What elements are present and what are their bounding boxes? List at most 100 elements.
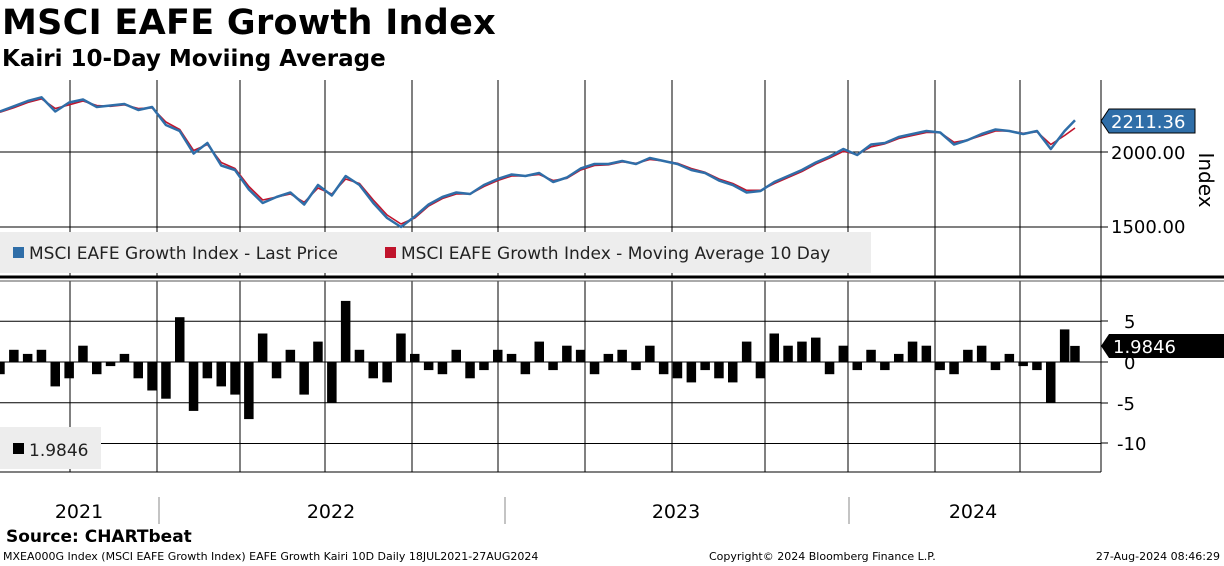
kairi-bar <box>631 362 641 371</box>
kairi-bar <box>78 345 88 362</box>
kairi-bar <box>520 362 531 375</box>
footer-copyright: Copyright© 2024 Bloomberg Finance L.P. <box>709 550 936 563</box>
y-axis-label: Index <box>1194 152 1218 207</box>
kairi-bar <box>714 362 724 379</box>
last-price-value: 2211.36 <box>1111 112 1185 133</box>
kairi-bar <box>658 362 669 375</box>
kairi-bar <box>755 362 766 379</box>
kairi-bar <box>672 362 683 379</box>
kairi-bar <box>313 341 323 362</box>
moving-average-line <box>0 98 1076 225</box>
y-tick-0: 0 <box>1124 353 1135 374</box>
price-lines <box>0 96 1076 229</box>
bottom-legend: 1.9846 <box>0 427 101 469</box>
kairi-bar <box>105 362 116 367</box>
kairi-bar <box>244 362 254 420</box>
kairi-bar <box>603 353 614 362</box>
kairi-bar <box>811 337 821 362</box>
kairi-bar <box>1046 362 1056 403</box>
kairi-bar <box>589 362 600 375</box>
footer-timestamp: 27-Aug-2024 08:46:29 <box>1095 550 1220 563</box>
kairi-bar <box>0 362 5 375</box>
kairi-bar <box>935 362 945 371</box>
chart-subtitle: Kairi 10-Day Moviing Average <box>2 46 386 72</box>
kairi-bar <box>1018 362 1028 367</box>
kairi-bar <box>285 349 296 362</box>
x-axis: 2021 2022 2023 2024 <box>55 497 997 524</box>
kairi-bar <box>175 317 185 362</box>
kairi-bar <box>617 349 627 362</box>
kairi-bar <box>36 349 47 362</box>
kairi-bar <box>963 349 973 362</box>
chart-title: MSCI EAFE Growth Index <box>2 3 497 43</box>
kairi-bar <box>866 349 876 362</box>
kairi-bar <box>575 349 586 362</box>
kairi-bar <box>451 349 461 362</box>
kairi-bar <box>852 362 862 371</box>
kairi-bar <box>202 362 213 379</box>
last-kairi-value: 1.9846 <box>1113 337 1176 358</box>
kairi-bar <box>147 362 157 391</box>
kairi-bar <box>327 362 337 403</box>
legend-swatch-moving-average <box>385 247 396 258</box>
kairi-bar <box>271 362 282 379</box>
kairi-bar <box>465 362 475 379</box>
kairi-bar <box>1004 353 1015 362</box>
kairi-bar <box>907 341 918 362</box>
y-tick-2000: 2000.00 <box>1111 143 1185 164</box>
legend-label-last-price: MSCI EAFE Growth Index - Last Price <box>29 244 338 264</box>
kairi-bar <box>299 362 309 395</box>
top-legend: MSCI EAFE Growth Index - Last Price MSCI… <box>0 232 871 273</box>
kairi-bar <box>741 341 752 362</box>
last-price-line <box>0 96 1076 229</box>
kairi-bar <box>382 362 392 383</box>
kairi-bar <box>506 353 517 362</box>
kairi-bar <box>396 333 406 362</box>
legend-label-moving-average: MSCI EAFE Growth Index - Moving Average … <box>401 244 830 264</box>
kairi-bar <box>700 362 710 371</box>
kairi-bar <box>257 333 268 362</box>
kairi-bar <box>921 345 932 362</box>
kairi-bar <box>368 362 378 379</box>
kairi-bar <box>824 362 835 375</box>
kairi-bar <box>188 362 199 411</box>
kairi-bar <box>92 362 102 375</box>
kairi-bar <box>479 362 489 371</box>
legend-label-kairi: 1.9846 <box>29 441 88 461</box>
kairi-bar <box>894 353 904 362</box>
kairi-bar <box>686 362 697 383</box>
x-label-2022: 2022 <box>307 501 355 523</box>
kairi-bar <box>769 333 779 362</box>
y-tick-5: 5 <box>1124 312 1135 333</box>
kairi-bar <box>9 349 19 362</box>
kairi-bar <box>976 345 987 362</box>
kairi-bar <box>410 353 420 362</box>
kairi-bar <box>949 362 959 375</box>
footer-ticker: MXEA000G Index (MSCI EAFE Growth Index) … <box>3 550 539 563</box>
kairi-bar <box>880 362 890 371</box>
kairi-bar <box>645 345 655 362</box>
kairi-bar <box>133 362 143 379</box>
x-label-2024: 2024 <box>949 501 997 523</box>
top-y-ticks: 2000.00 1500.00 Index <box>1101 143 1218 238</box>
x-label-2023: 2023 <box>652 501 700 523</box>
kairi-bar <box>354 349 365 362</box>
kairi-bar <box>437 362 448 375</box>
kairi-bars <box>0 300 1080 420</box>
kairi-bar <box>493 349 503 362</box>
kairi-bar <box>728 362 738 383</box>
kairi-bar <box>22 353 33 362</box>
kairi-bar <box>423 362 434 371</box>
last-kairi-tag: 1.9846 <box>1101 334 1224 358</box>
kairi-bar <box>64 362 74 379</box>
source-note: Source: CHARTbeat <box>6 527 192 547</box>
kairi-bar <box>119 353 130 362</box>
x-label-2021: 2021 <box>55 501 103 523</box>
kairi-bar <box>534 341 544 362</box>
kairi-bar <box>216 362 226 387</box>
kairi-bar <box>161 362 171 399</box>
y-tick-1500: 1500.00 <box>1111 217 1185 238</box>
kairi-bar <box>562 345 572 362</box>
y-tick-minus5: -5 <box>1117 394 1135 415</box>
